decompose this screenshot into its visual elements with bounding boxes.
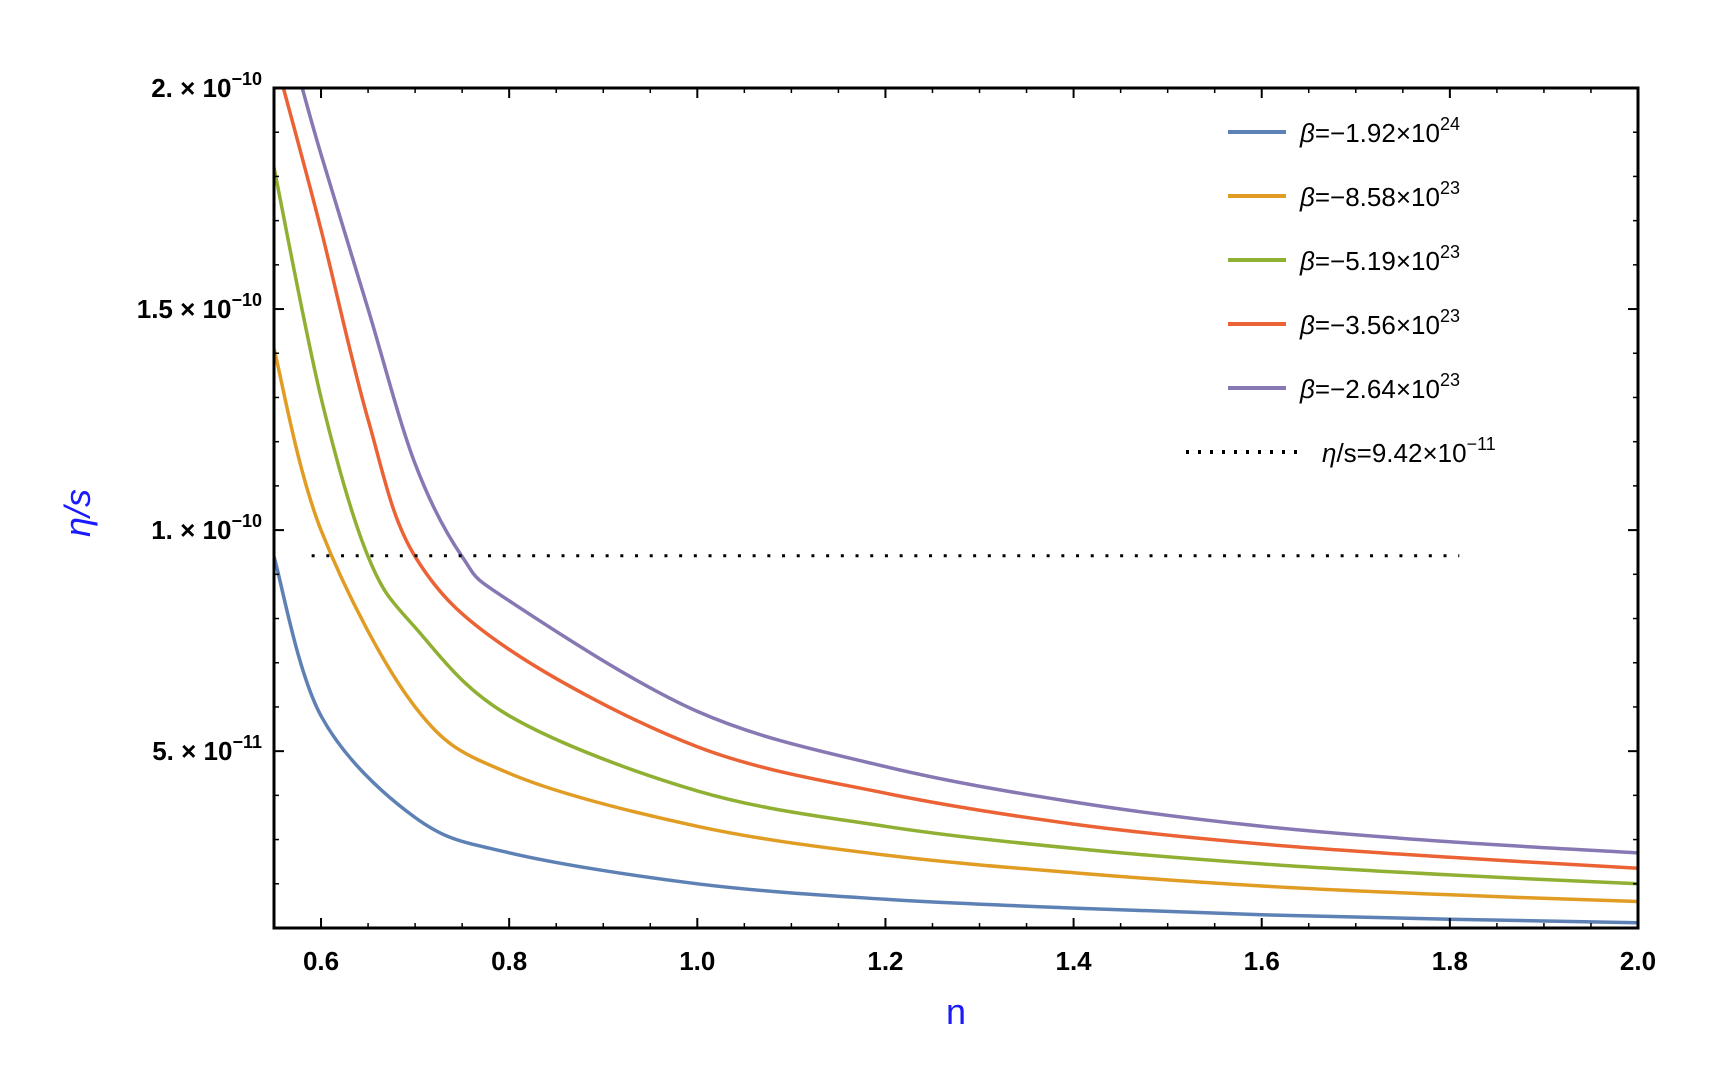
y-axis-ticks: 5. × 10−11 1. × 10−10 1.5 × 10−10 2. × 10−1…	[137, 69, 1638, 929]
legend-item-0: β=−1.92×1024	[1228, 114, 1460, 148]
series-line-1	[274, 348, 1638, 904]
x-tick-label-3: 1.2	[867, 946, 903, 976]
legend-item-4: β=−2.64×1023	[1228, 370, 1460, 404]
x-tick-label-2: 1.0	[679, 946, 715, 976]
y-tick-label-0: 5. × 10−11	[152, 732, 262, 766]
x-axis-ticks: 0.6 0.8 1.0 1.2 1.4 1.6 1.8 2.0	[273, 88, 1656, 976]
plot-frame	[272, 86, 1640, 930]
x-tick-label-1: 0.8	[491, 946, 527, 976]
y-tick-label-2: 1.5 × 10−10	[137, 290, 262, 324]
series-line-0	[274, 556, 1638, 925]
series-line-4	[300, 88, 1638, 855]
legend-label-3: β=−3.56×1023	[1299, 306, 1460, 340]
legend-label-4: β=−2.64×1023	[1299, 370, 1460, 404]
legend-label-2: β=−5.19×1023	[1299, 242, 1460, 276]
x-tick-label-6: 1.8	[1432, 946, 1468, 976]
x-tick-label-5: 1.6	[1244, 946, 1280, 976]
legend-label-0: β=−1.92×1024	[1299, 114, 1460, 148]
x-tick-label-7: 2.0	[1620, 946, 1656, 976]
legend-label-5: η/s=9.42×10−11	[1322, 434, 1496, 468]
legend-item-2: β=−5.19×1023	[1228, 242, 1460, 276]
legend-label-1: β=−8.58×1023	[1299, 178, 1460, 212]
y-axis-title: η/s	[57, 489, 98, 537]
x-axis-title: n	[946, 991, 966, 1032]
series-line-2	[274, 167, 1638, 886]
curves-layer	[274, 88, 1638, 925]
legend: β=−1.92×1024 β=−8.58×1023 β=−5.19×1023 β=−3…	[1186, 114, 1496, 468]
legend-item-5: η/s=9.42×10−11	[1186, 434, 1496, 468]
x-tick-label-0: 0.6	[303, 946, 339, 976]
legend-item-3: β=−3.56×1023	[1228, 306, 1460, 340]
y-tick-label-1: 1. × 10−10	[151, 511, 262, 545]
y-tick-label-3: 2. × 10−10	[151, 69, 262, 103]
legend-item-1: β=−8.58×1023	[1228, 178, 1460, 212]
series-line-3	[281, 88, 1638, 871]
x-tick-label-4: 1.4	[1056, 946, 1093, 976]
